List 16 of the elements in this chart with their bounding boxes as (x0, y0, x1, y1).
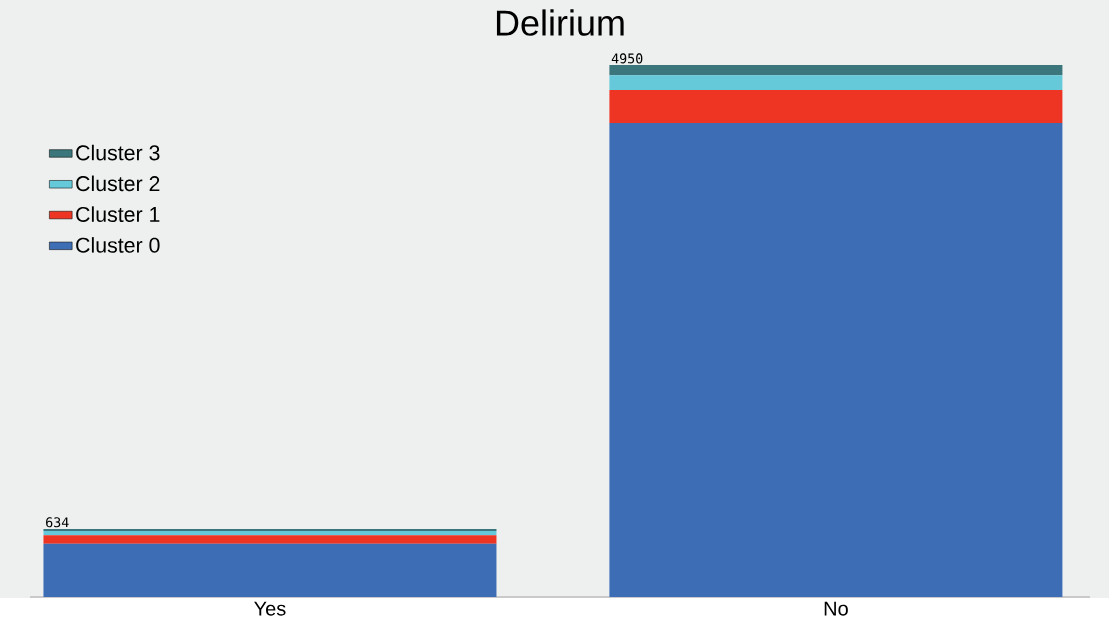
text: 4950 (611, 53, 643, 64)
chart-title: Delirium (496, 9, 624, 36)
bar (43, 531, 497, 536)
legend-label: Cluster 1 (76, 206, 160, 222)
bar (43, 535, 497, 544)
bar (609, 75, 1063, 91)
legend-label: Cluster 0 (76, 237, 160, 253)
bar (43, 528, 497, 532)
bar (43, 543, 497, 597)
bar (609, 90, 1063, 124)
annotation: 634 (46, 517, 69, 528)
x-tick-label: Yes (254, 601, 286, 616)
bar (609, 65, 1063, 76)
legend-label: Cluster 3 (76, 144, 160, 161)
x-tick-label: No (824, 601, 848, 616)
legend-label: Cluster 2 (76, 175, 160, 192)
